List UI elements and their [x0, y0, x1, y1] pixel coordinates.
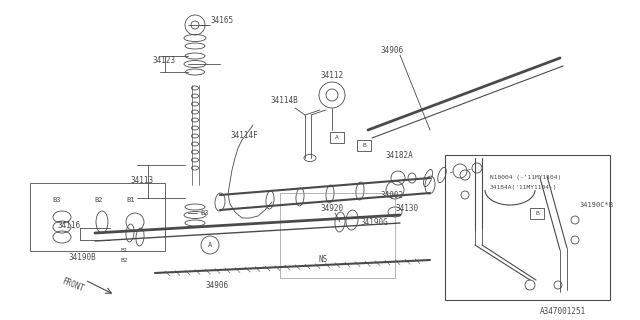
Text: 34123: 34123 — [152, 55, 175, 65]
Text: B3: B3 — [52, 197, 61, 203]
Bar — [530, 208, 544, 219]
Text: A: A — [335, 135, 339, 140]
Bar — [445, 155, 610, 300]
Text: 34190G: 34190G — [360, 218, 388, 227]
Text: B1: B1 — [126, 197, 134, 203]
Text: 34112: 34112 — [320, 70, 343, 79]
Text: N10004 (-'11MY1104): N10004 (-'11MY1104) — [490, 174, 561, 180]
Text: 34190C*B: 34190C*B — [580, 202, 614, 208]
Text: B2: B2 — [94, 197, 102, 203]
Text: 34190B: 34190B — [68, 252, 96, 261]
Text: 34165: 34165 — [210, 15, 233, 25]
Text: FRONT: FRONT — [60, 276, 85, 293]
Text: A347001251: A347001251 — [540, 308, 586, 316]
Text: B2: B2 — [120, 258, 127, 262]
Text: 34113: 34113 — [130, 175, 153, 185]
Bar — [30, 183, 165, 251]
Text: 34906: 34906 — [380, 45, 403, 54]
Text: 34114B: 34114B — [270, 95, 298, 105]
Text: 34184A('11MY1104-): 34184A('11MY1104-) — [490, 185, 557, 189]
Text: 34182A: 34182A — [385, 150, 413, 159]
Bar — [357, 140, 371, 151]
Text: B3: B3 — [200, 210, 209, 216]
Text: B: B — [362, 143, 366, 148]
Bar — [330, 132, 344, 143]
Text: A: A — [208, 242, 212, 248]
Text: B: B — [535, 211, 539, 216]
Bar — [280, 193, 395, 278]
Text: 34906: 34906 — [205, 281, 228, 290]
Text: B1: B1 — [120, 247, 127, 252]
Text: 34920: 34920 — [320, 204, 343, 212]
Text: 34902: 34902 — [380, 190, 403, 199]
Text: 34114F: 34114F — [230, 131, 258, 140]
Text: 34116: 34116 — [57, 220, 80, 229]
Text: 34130: 34130 — [395, 204, 418, 212]
Text: NS: NS — [318, 255, 327, 265]
